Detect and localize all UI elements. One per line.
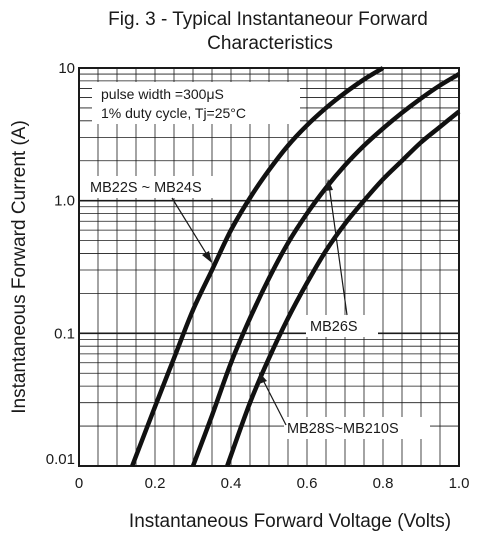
y-tick-label: 10 bbox=[58, 60, 75, 77]
series-label-mb28s-mb210s: MB28S~MB210S bbox=[287, 421, 399, 437]
x-tick-label: 0 bbox=[75, 475, 83, 492]
plot-frame bbox=[78, 67, 460, 467]
x-tick-labels: 0 0.2 0.4 0.6 0.8 1.0 bbox=[75, 475, 470, 492]
grid bbox=[79, 68, 459, 466]
leader-arrows bbox=[171, 179, 348, 426]
condition-note-line2: 1% duty cycle, Tj=25°C bbox=[101, 105, 246, 121]
chart-title-line1: Fig. 3 - Typical Instantaneour Forward bbox=[108, 9, 428, 30]
y-tick-labels: 0.01 0.1 1.0 10 bbox=[46, 60, 75, 468]
series-label-mb22s-mb24s: MB22S ~ MB24S bbox=[90, 180, 202, 196]
x-axis-label: Instantaneous Forward Voltage (Volts) bbox=[129, 511, 451, 532]
arrow-series-0 bbox=[171, 197, 212, 263]
x-tick-label: 0.6 bbox=[297, 475, 318, 492]
condition-note-box bbox=[92, 82, 300, 124]
series-line-0 bbox=[130, 66, 385, 467]
series-label-mb26s: MB26S bbox=[310, 319, 358, 335]
label-box-series-2 bbox=[284, 417, 430, 439]
series-line-2 bbox=[225, 109, 461, 467]
condition-note-line1: pulse width =300μS bbox=[101, 86, 224, 102]
y-tick-label: 0.01 bbox=[46, 451, 75, 468]
y-tick-label: 0.1 bbox=[54, 325, 75, 342]
x-tick-label: 0.4 bbox=[221, 475, 242, 492]
chart-title-line2: Characteristics bbox=[207, 33, 333, 54]
arrow-series-2 bbox=[259, 372, 287, 426]
y-axis-label: Instantaneous Forward Current (A) bbox=[9, 120, 30, 414]
x-tick-label: 1.0 bbox=[449, 475, 470, 492]
label-box-series-1 bbox=[306, 315, 378, 337]
curves bbox=[130, 66, 461, 467]
x-tick-label: 0.8 bbox=[373, 475, 394, 492]
x-tick-label: 0.2 bbox=[145, 475, 166, 492]
label-box-series-0 bbox=[87, 176, 229, 198]
arrow-series-1 bbox=[325, 179, 348, 316]
y-tick-label: 1.0 bbox=[54, 193, 75, 210]
